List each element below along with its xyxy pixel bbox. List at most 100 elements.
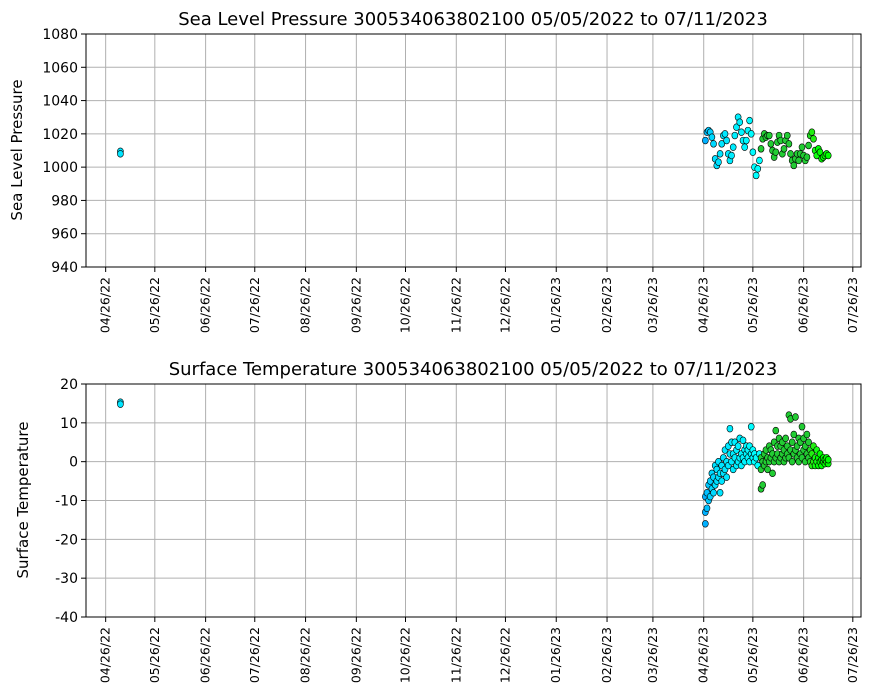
data-point (117, 400, 124, 408)
data-point (788, 457, 796, 466)
data-point (782, 434, 789, 443)
data-point (726, 424, 734, 433)
data-point (718, 140, 726, 148)
x-tick-label: 09/26/22 (348, 277, 363, 333)
plot-frame (85, 33, 862, 268)
data-point (718, 477, 726, 485)
data-point (824, 151, 832, 160)
data-point (803, 153, 811, 161)
data-point (772, 148, 780, 156)
x-tick-label: 02/26/23 (599, 627, 614, 683)
x-tick-label: 07/26/23 (845, 277, 860, 333)
x-tick-label: 07/26/23 (845, 627, 860, 683)
y-tick-label: 10 (60, 416, 78, 432)
data-point (747, 423, 755, 431)
data-point (715, 158, 722, 166)
data-point (764, 465, 771, 474)
y-tick-label: 980 (51, 193, 78, 209)
chart-title: Surface Temperature 300534063802100 05/0… (169, 359, 778, 380)
x-tick-label: 02/26/23 (599, 277, 614, 333)
data-point (787, 150, 794, 158)
data-point (756, 156, 763, 165)
plot-frame (85, 383, 862, 618)
x-tick-label: 06/26/23 (796, 277, 811, 333)
x-tick-label: 07/26/22 (247, 627, 262, 683)
data-point (759, 481, 766, 489)
data-point (769, 469, 776, 478)
y-tick-label: 1040 (42, 94, 78, 110)
y-tick-label: 0 (69, 455, 78, 471)
y-tick-label: -20 (55, 532, 78, 548)
y-tick-label: 940 (51, 260, 78, 276)
data-point (747, 130, 755, 138)
data-point (710, 140, 717, 148)
y-axis-label: Sea Level Pressure (8, 79, 26, 220)
sea-level-pressure-chart: Sea Level Pressure 300534063802100 05/05… (8, 9, 862, 333)
data-point (710, 489, 717, 497)
data-point (741, 143, 748, 151)
x-tick-label: 05/26/23 (745, 277, 760, 333)
x-tick-label: 03/26/23 (645, 627, 660, 683)
x-tick-label: 01/26/23 (548, 627, 563, 683)
data-point (716, 489, 724, 497)
data-point (798, 423, 806, 431)
x-tick-label: 11/26/22 (448, 277, 463, 333)
y-tick-label: 1000 (42, 160, 78, 176)
x-tick-label: 04/26/22 (98, 277, 113, 333)
data-point (795, 156, 803, 165)
data-point (721, 130, 729, 138)
data-point (810, 135, 817, 143)
x-tick-label: 06/26/22 (198, 627, 213, 683)
x-tick-label: 06/26/23 (796, 627, 811, 683)
x-tick-label: 05/26/22 (147, 277, 162, 333)
data-point (803, 430, 811, 439)
y-tick-label: 1020 (42, 127, 78, 143)
data-point (790, 430, 798, 439)
data-point (703, 504, 711, 512)
data-point (702, 136, 709, 145)
y-tick-label: -30 (55, 571, 78, 587)
data-point (723, 136, 730, 145)
x-tick-label: 04/26/22 (98, 627, 113, 683)
data-point (734, 442, 742, 450)
y-tick-label: 20 (60, 377, 78, 393)
data-point (780, 145, 788, 153)
data-point (788, 438, 796, 446)
data-point (765, 131, 773, 140)
data-point (754, 165, 762, 173)
x-tick-label: 08/26/22 (298, 627, 313, 683)
x-tick-label: 10/26/22 (398, 277, 413, 333)
data-point (702, 520, 709, 528)
data-point (736, 118, 744, 126)
data-point (728, 151, 735, 160)
data-point (767, 140, 775, 148)
data-point (746, 116, 753, 125)
x-tick-label: 07/26/22 (247, 277, 262, 333)
y-tick-label: 1060 (42, 60, 78, 76)
data-point (708, 133, 716, 141)
data-point (805, 141, 812, 150)
data-point (792, 413, 799, 421)
data-point (729, 143, 737, 151)
x-tick-label: 01/26/23 (548, 277, 563, 333)
data-point (723, 473, 730, 481)
data-point (783, 131, 791, 140)
x-tick-label: 05/26/23 (745, 627, 760, 683)
x-tick-label: 04/26/23 (696, 627, 711, 683)
data-point (824, 456, 832, 464)
x-tick-label: 05/26/22 (147, 627, 162, 683)
y-tick-label: 1080 (42, 27, 78, 43)
data-point (808, 128, 816, 136)
data-point (785, 140, 793, 148)
data-point (743, 136, 750, 145)
x-tick-label: 06/26/22 (198, 277, 213, 333)
x-tick-label: 04/26/23 (696, 277, 711, 333)
y-axis-label: Surface Temperature (14, 422, 32, 579)
x-tick-label: 11/26/22 (448, 627, 463, 683)
data-point (752, 171, 760, 180)
y-tick-label: 960 (51, 227, 78, 243)
data-point (738, 128, 745, 136)
data-point (731, 131, 739, 140)
data-point (790, 161, 798, 170)
